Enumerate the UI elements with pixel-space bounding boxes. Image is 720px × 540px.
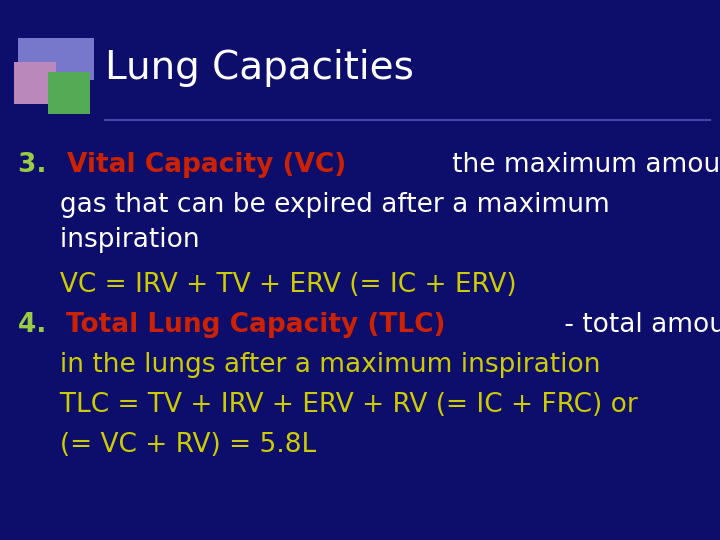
Text: TLC = TV + IRV + ERV + RV (= IC + FRC) or: TLC = TV + IRV + ERV + RV (= IC + FRC) o… xyxy=(18,392,638,418)
Text: VC = IRV + TV + ERV (= IC + ERV): VC = IRV + TV + ERV (= IC + ERV) xyxy=(18,272,517,298)
Bar xyxy=(14,62,56,104)
Text: in the lungs after a maximum inspiration: in the lungs after a maximum inspiration xyxy=(18,352,600,378)
Bar xyxy=(48,72,90,114)
Text: 3.: 3. xyxy=(18,152,55,178)
Text: Vital Capacity (VC): Vital Capacity (VC) xyxy=(66,152,346,178)
Text: Total Lung Capacity (TLC): Total Lung Capacity (TLC) xyxy=(66,312,446,338)
Text: the maximum amount of: the maximum amount of xyxy=(427,152,720,178)
Bar xyxy=(18,38,60,80)
Bar xyxy=(52,38,94,80)
Text: gas that can be expired after a maximum: gas that can be expired after a maximum xyxy=(18,192,610,218)
Text: 4.: 4. xyxy=(18,312,55,338)
Text: Lung Capacities: Lung Capacities xyxy=(105,49,414,87)
Text: - total amount of gas: - total amount of gas xyxy=(556,312,720,338)
Text: (= VC + RV) = 5.8L: (= VC + RV) = 5.8L xyxy=(18,432,316,458)
Text: inspiration: inspiration xyxy=(18,227,199,253)
